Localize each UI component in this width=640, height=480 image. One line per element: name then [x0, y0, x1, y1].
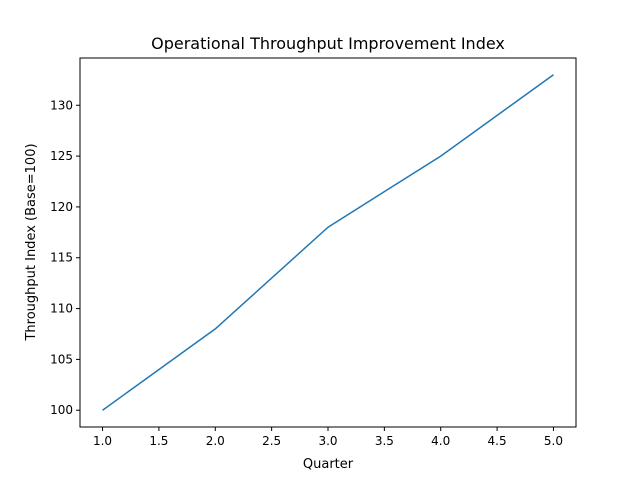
- y-tick-label: 100: [50, 403, 73, 417]
- plot-area: [79, 57, 577, 428]
- y-tick-label: 110: [50, 302, 73, 316]
- series-layer: [102, 74, 554, 411]
- x-tick-label: 4.5: [488, 434, 507, 448]
- x-axis-label: Quarter: [303, 457, 354, 472]
- y-tick-label: 125: [50, 149, 73, 163]
- x-axis: 1.0 1.5 2.0 2.5 3.0 3.5 4.0 4.5 5.0: [93, 427, 563, 448]
- x-tick-label: 3.0: [318, 434, 337, 448]
- plot-frame: [79, 57, 577, 428]
- x-tick-label: 2.0: [206, 434, 225, 448]
- x-tick-label: 1.5: [149, 434, 168, 448]
- y-tick-label: 105: [50, 352, 73, 366]
- x-tick-label: 5.0: [544, 434, 563, 448]
- x-tick-label: 2.5: [262, 434, 281, 448]
- chart-title: Operational Throughput Improvement Index: [151, 34, 505, 53]
- x-tick-label: 4.0: [431, 434, 450, 448]
- y-tick-label: 130: [50, 98, 73, 112]
- y-tick-label: 115: [50, 251, 73, 265]
- x-tick-label: 3.5: [375, 434, 394, 448]
- y-axis: 100 105 110 115 120 125 130: [50, 98, 80, 417]
- y-axis-label: Throughput Index (Base=100): [24, 143, 39, 341]
- y-tick-label: 120: [50, 200, 73, 214]
- x-tick-label: 1.0: [93, 434, 112, 448]
- series-line: [102, 74, 554, 411]
